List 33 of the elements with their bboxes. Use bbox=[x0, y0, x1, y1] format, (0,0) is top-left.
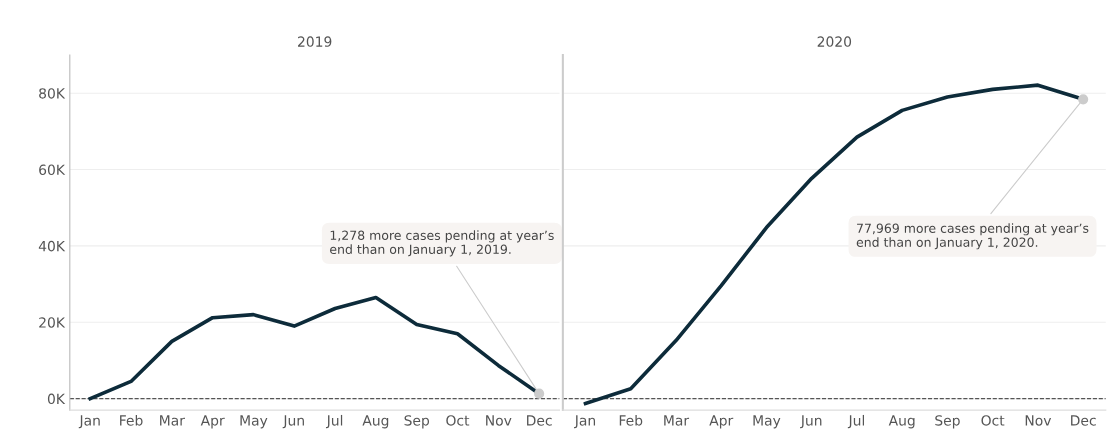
chart-title: 2019 bbox=[298, 36, 332, 47]
y-tick-label: 0K bbox=[47, 393, 66, 405]
y-tick-label: 40K bbox=[38, 240, 66, 252]
x-tick-label: Apr bbox=[709, 415, 734, 429]
y-tick-label: 20K bbox=[39, 317, 66, 328]
x-tick-label: Oct bbox=[446, 415, 470, 426]
x-tick-label: Aug bbox=[362, 415, 389, 429]
x-tick-label: Jan bbox=[574, 415, 596, 429]
annotation: 77,969 more cases pending at year’s end than on January 1, 2020. bbox=[856, 223, 1089, 250]
x-tick-label: Feb bbox=[120, 414, 143, 426]
x-tick-label: Jul bbox=[325, 414, 343, 429]
x-tick-label: Dec bbox=[527, 415, 552, 426]
chart-title: 2020 bbox=[817, 36, 852, 47]
x-tick-label: Sep bbox=[935, 415, 960, 429]
x-tick-label: Nov bbox=[486, 415, 512, 426]
x-tick-label: Dec bbox=[1071, 415, 1096, 426]
x-tick-label: Mar bbox=[160, 415, 185, 426]
x-tick-label: Mar bbox=[664, 415, 690, 426]
x-tick-label: Feb bbox=[619, 414, 643, 426]
y-tick-label: 80K bbox=[39, 88, 66, 99]
x-tick-label: Nov bbox=[1025, 415, 1052, 426]
y-tick-label: 60K bbox=[39, 164, 66, 176]
x-tick-label: Aug bbox=[888, 415, 915, 429]
x-tick-label: Jun bbox=[800, 415, 822, 429]
x-tick-label: Jun bbox=[282, 415, 304, 429]
x-tick-label: Jul bbox=[847, 414, 865, 429]
x-tick-label: May bbox=[753, 415, 781, 429]
annotation: 1,278 more cases pending at year’s end than on January 1, 2019. bbox=[330, 230, 554, 257]
x-tick-label: Sep bbox=[404, 415, 430, 429]
x-tick-label: Oct bbox=[981, 415, 1005, 426]
x-tick-label: Jan bbox=[78, 415, 100, 429]
x-tick-label: Apr bbox=[200, 415, 225, 429]
x-tick-label: May bbox=[240, 415, 268, 429]
